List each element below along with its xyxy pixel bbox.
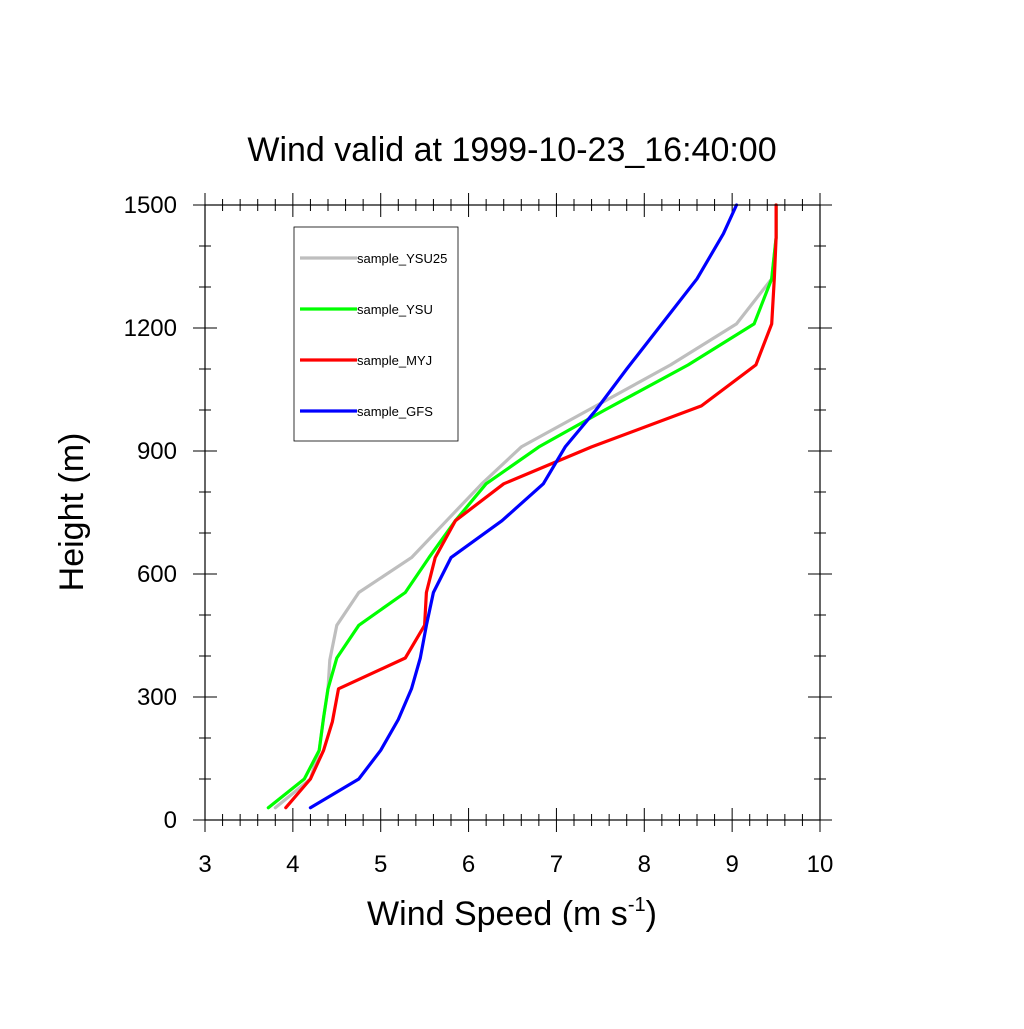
y-tick-label: 300 — [137, 684, 177, 711]
y-tick-label: 900 — [137, 438, 177, 465]
legend-label: sample_GFS — [357, 404, 433, 419]
y-axis-label: Height (m) — [53, 433, 91, 592]
x-axis-label-sup: -1 — [628, 894, 646, 916]
y-tick-label: 1500 — [124, 192, 177, 219]
x-tick-label: 4 — [286, 851, 299, 878]
legend-label: sample_MYJ — [357, 353, 432, 368]
x-tick-label: 6 — [462, 851, 475, 878]
series-line-sample-ysu — [266, 203, 778, 810]
x-axis-label-close: ) — [646, 895, 657, 933]
series-line-sample-myj — [284, 203, 778, 810]
x-axis-label: Wind Speed (m s-1) — [367, 894, 657, 933]
y-tick-label: 0 — [164, 807, 177, 834]
legend-box — [293, 226, 459, 442]
x-tick-label: 5 — [374, 851, 387, 878]
legend-label: sample_YSU — [357, 302, 433, 317]
x-axis-label-main: Wind Speed (m s — [367, 895, 628, 933]
legend: sample_YSU25 sample_YSU sample_MYJ sample_G… — [293, 226, 459, 442]
axis-ticks: 3 4 5 6 7 8 9 10 0 300 600 900 1200 1500 — [124, 192, 834, 878]
x-tick-label: 10 — [807, 851, 834, 878]
y-tick-label: 1200 — [124, 315, 177, 342]
x-tick-label: 3 — [198, 851, 211, 878]
series-lines — [266, 203, 778, 810]
plot-frame — [204, 204, 821, 821]
legend-label: sample_YSU25 — [357, 251, 447, 266]
series-line-sample-gfs — [308, 203, 739, 810]
x-tick-label: 7 — [550, 851, 563, 878]
chart-title: Wind valid at 1999-10-23_16:40:00 — [247, 131, 776, 169]
x-tick-label: 9 — [725, 851, 738, 878]
series-line-sample-ysu25 — [273, 203, 778, 810]
y-tick-label: 600 — [137, 561, 177, 588]
x-tick-label: 8 — [638, 851, 651, 878]
